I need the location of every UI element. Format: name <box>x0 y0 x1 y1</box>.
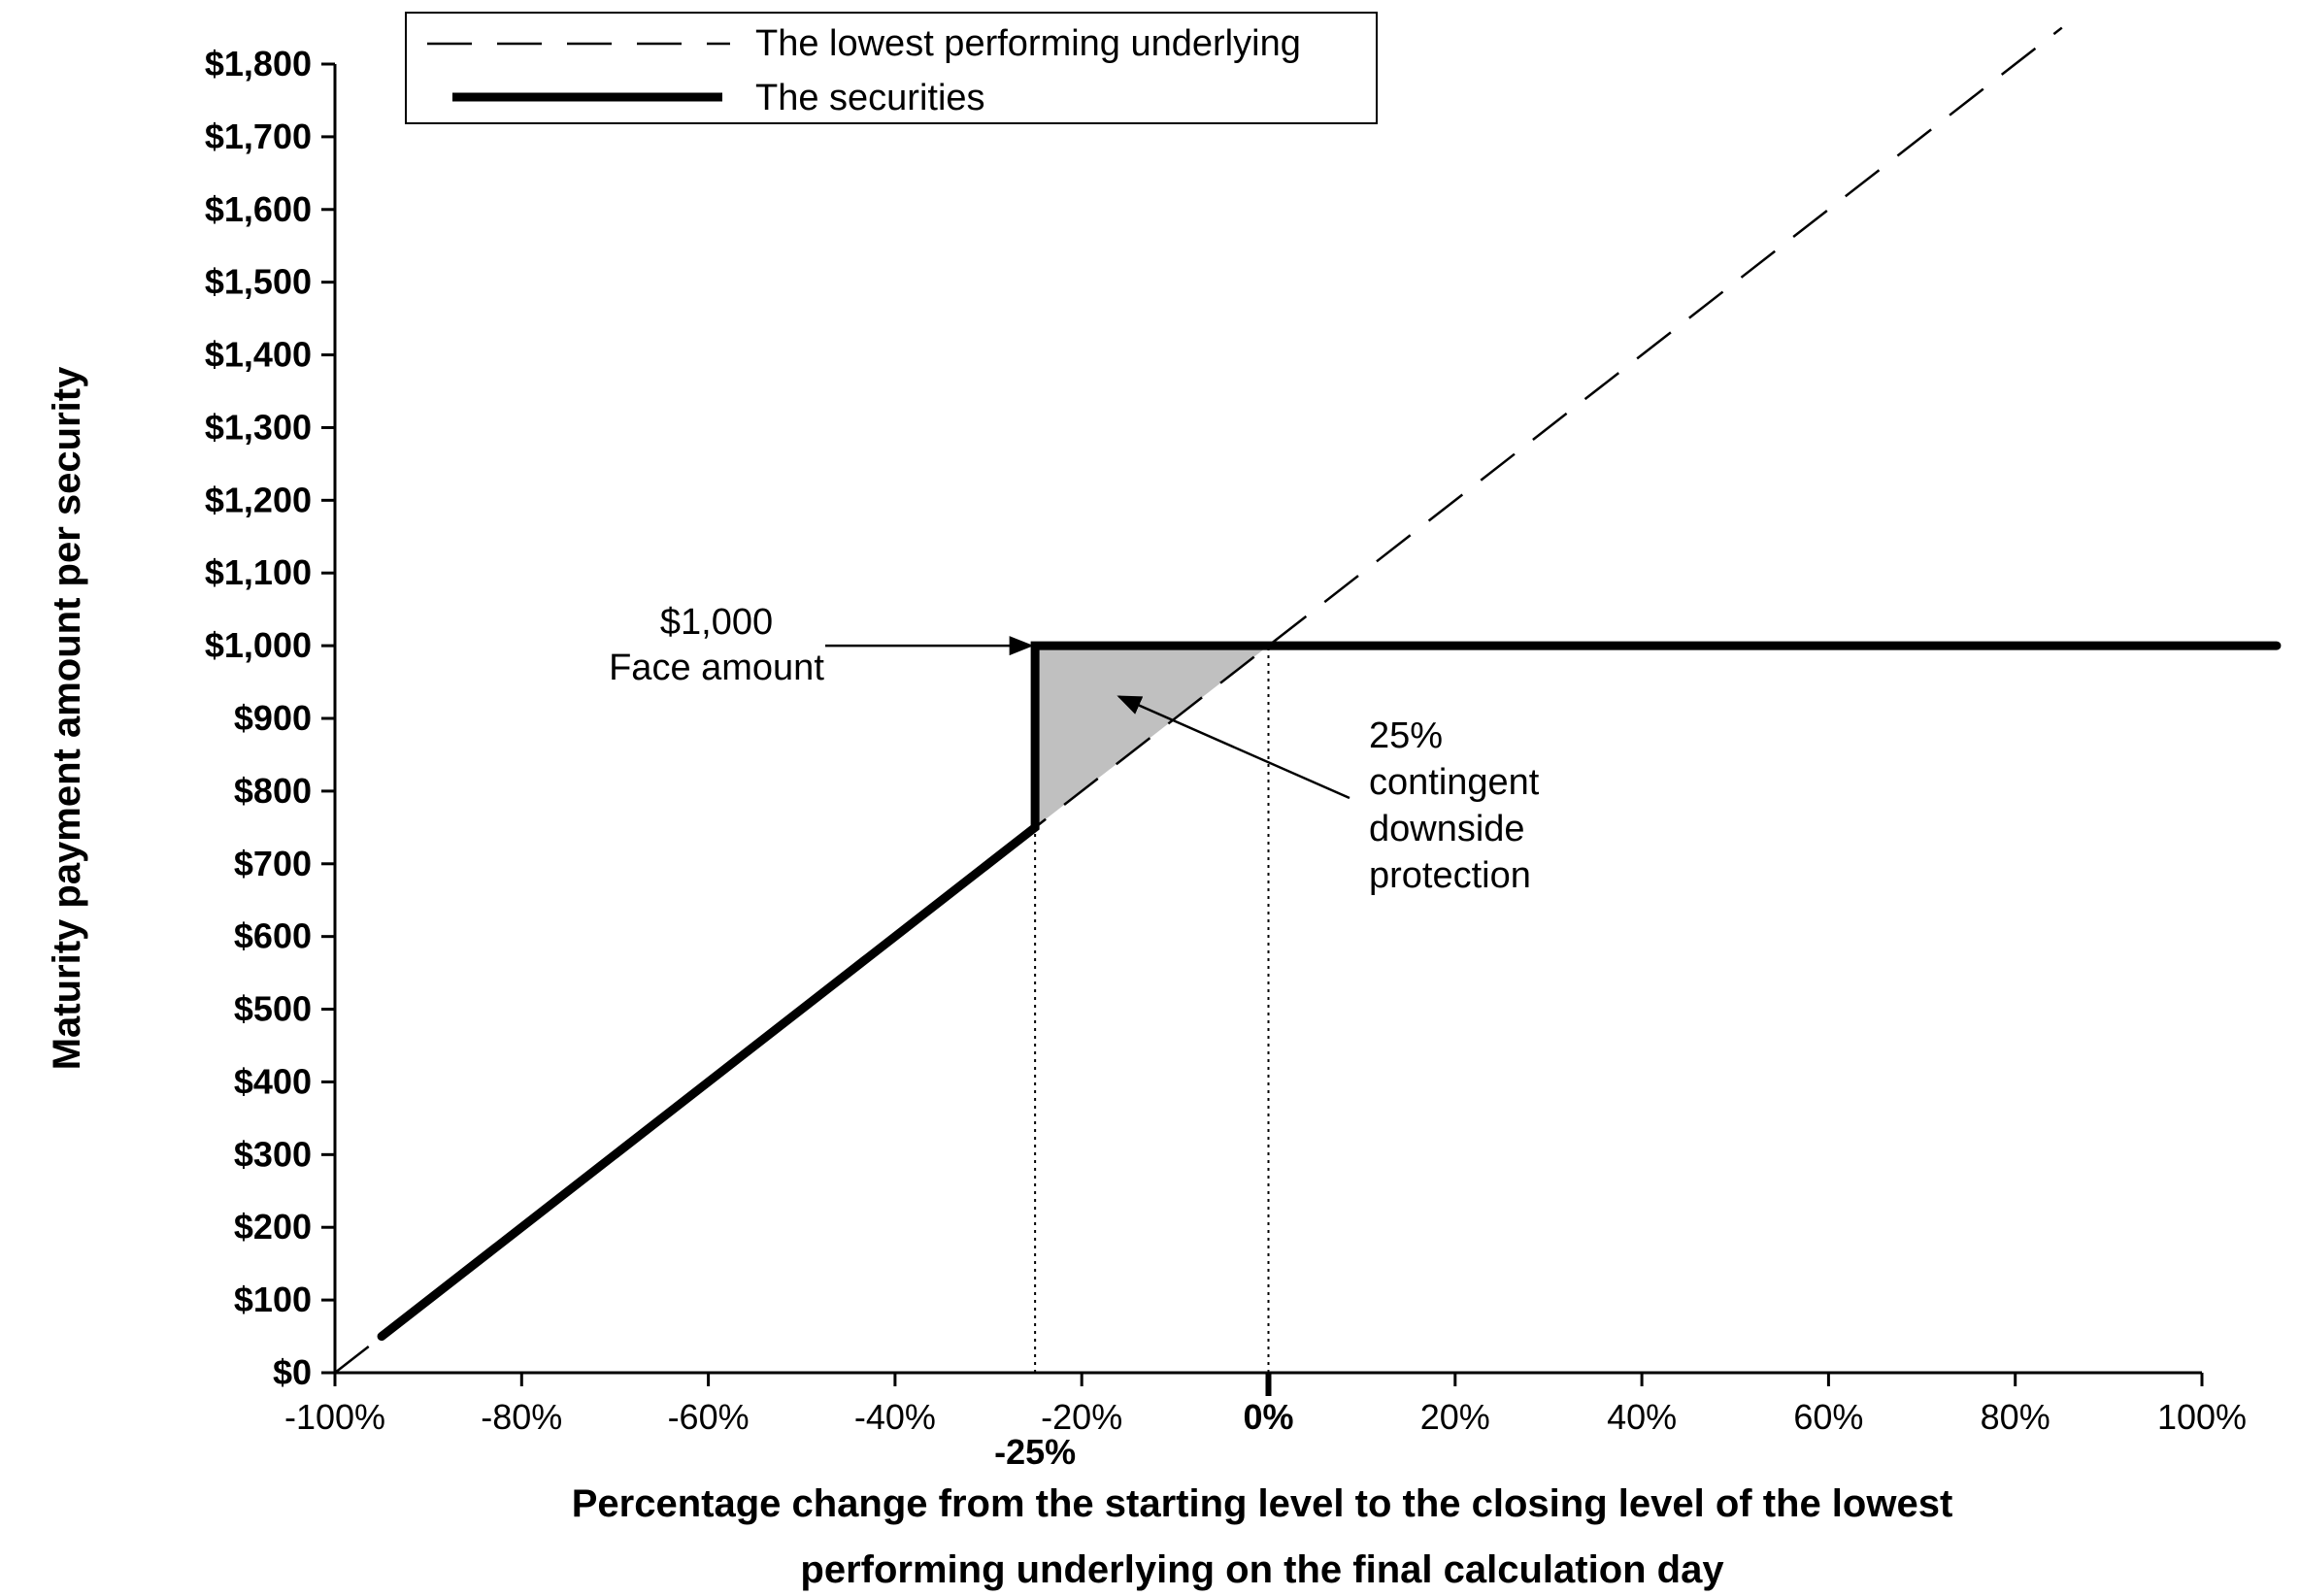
y-tick-label: $1,100 <box>205 552 312 592</box>
y-tick-label: $900 <box>234 698 312 738</box>
annotation-protection-line-4: protection <box>1369 855 1531 896</box>
x-tick-label: -60% <box>668 1397 750 1437</box>
x-tick-label: 40% <box>1607 1397 1677 1437</box>
x-tick-label: -100% <box>284 1397 385 1437</box>
legend-box <box>405 12 1378 124</box>
y-tick-label: $0 <box>273 1352 312 1392</box>
y-tick-label: $400 <box>234 1061 312 1101</box>
x-tick-label-extra: -25% <box>994 1432 1076 1472</box>
y-axis-ticks: $0 $100 $200 $300 $400 $500 $600 $700 $800 $900 $1… <box>205 44 335 1392</box>
x-tick-label: 20% <box>1420 1397 1490 1437</box>
reference-lines <box>1034 646 1270 1373</box>
series-line-underlying <box>334 26 2063 1374</box>
series-layer <box>334 26 2282 1374</box>
y-tick-label: $1,800 <box>205 44 312 83</box>
legend-label-securities: The securities <box>755 78 985 118</box>
x-axis-title-line-1: Percentage change from the starting leve… <box>572 1482 1953 1525</box>
x-tick-label: 60% <box>1793 1397 1863 1437</box>
y-axis-title: Maturity payment amount per security <box>46 366 88 1070</box>
y-tick-label: $700 <box>234 844 312 883</box>
x-tick-label: 100% <box>2157 1397 2247 1437</box>
y-tick-label: $1,200 <box>205 480 312 519</box>
x-tick-label: -80% <box>481 1397 562 1437</box>
y-tick-label: $800 <box>234 771 312 811</box>
y-tick-label: $200 <box>234 1207 312 1247</box>
legend: The lowest performing underlying The sec… <box>405 12 1378 124</box>
y-tick-label: $1,700 <box>205 116 312 156</box>
x-tick-label: -40% <box>854 1397 936 1437</box>
x-axis-ticks: -100% -80% -60% -40% -20% 0% 20% 40% 60% 80% 100% -… <box>284 1373 2247 1472</box>
annotation-protection-line-2: contingent <box>1369 762 1540 803</box>
legend-label-underlying: The lowest performing underlying <box>755 23 1301 64</box>
y-tick-label: $1,600 <box>205 189 312 229</box>
y-tick-label: $1,500 <box>205 262 312 302</box>
x-tick-label: -20% <box>1041 1397 1122 1437</box>
annotation-face-amount-line-2: Face amount <box>609 648 824 688</box>
annotation-protection-line-3: downside <box>1369 809 1525 849</box>
y-tick-label: $1,300 <box>205 407 312 447</box>
x-tick-label: 80% <box>1981 1397 2050 1437</box>
y-tick-label: $1,000 <box>205 625 312 665</box>
x-axis-title-line-2: performing underlying on the final calcu… <box>800 1548 1724 1591</box>
annotation-protection: 25% contingent downside protection <box>1117 695 1540 896</box>
annotation-protection-arrow <box>1117 695 1350 800</box>
annotation-face-amount-line-1: $1,000 <box>660 602 773 643</box>
annotation-face-amount: $1,000 Face amount <box>609 602 1034 688</box>
annotation-protection-line-1: 25% <box>1369 715 1443 756</box>
y-tick-label: $300 <box>234 1134 312 1174</box>
x-tick-label: 0% <box>1243 1397 1293 1437</box>
y-tick-label: $600 <box>234 916 312 956</box>
series-line-securities <box>377 641 2282 1342</box>
protection-shaded-area <box>1035 646 1269 828</box>
y-tick-label: $500 <box>234 989 312 1029</box>
y-tick-label: $1,400 <box>205 335 312 375</box>
y-tick-label: $100 <box>234 1280 312 1319</box>
